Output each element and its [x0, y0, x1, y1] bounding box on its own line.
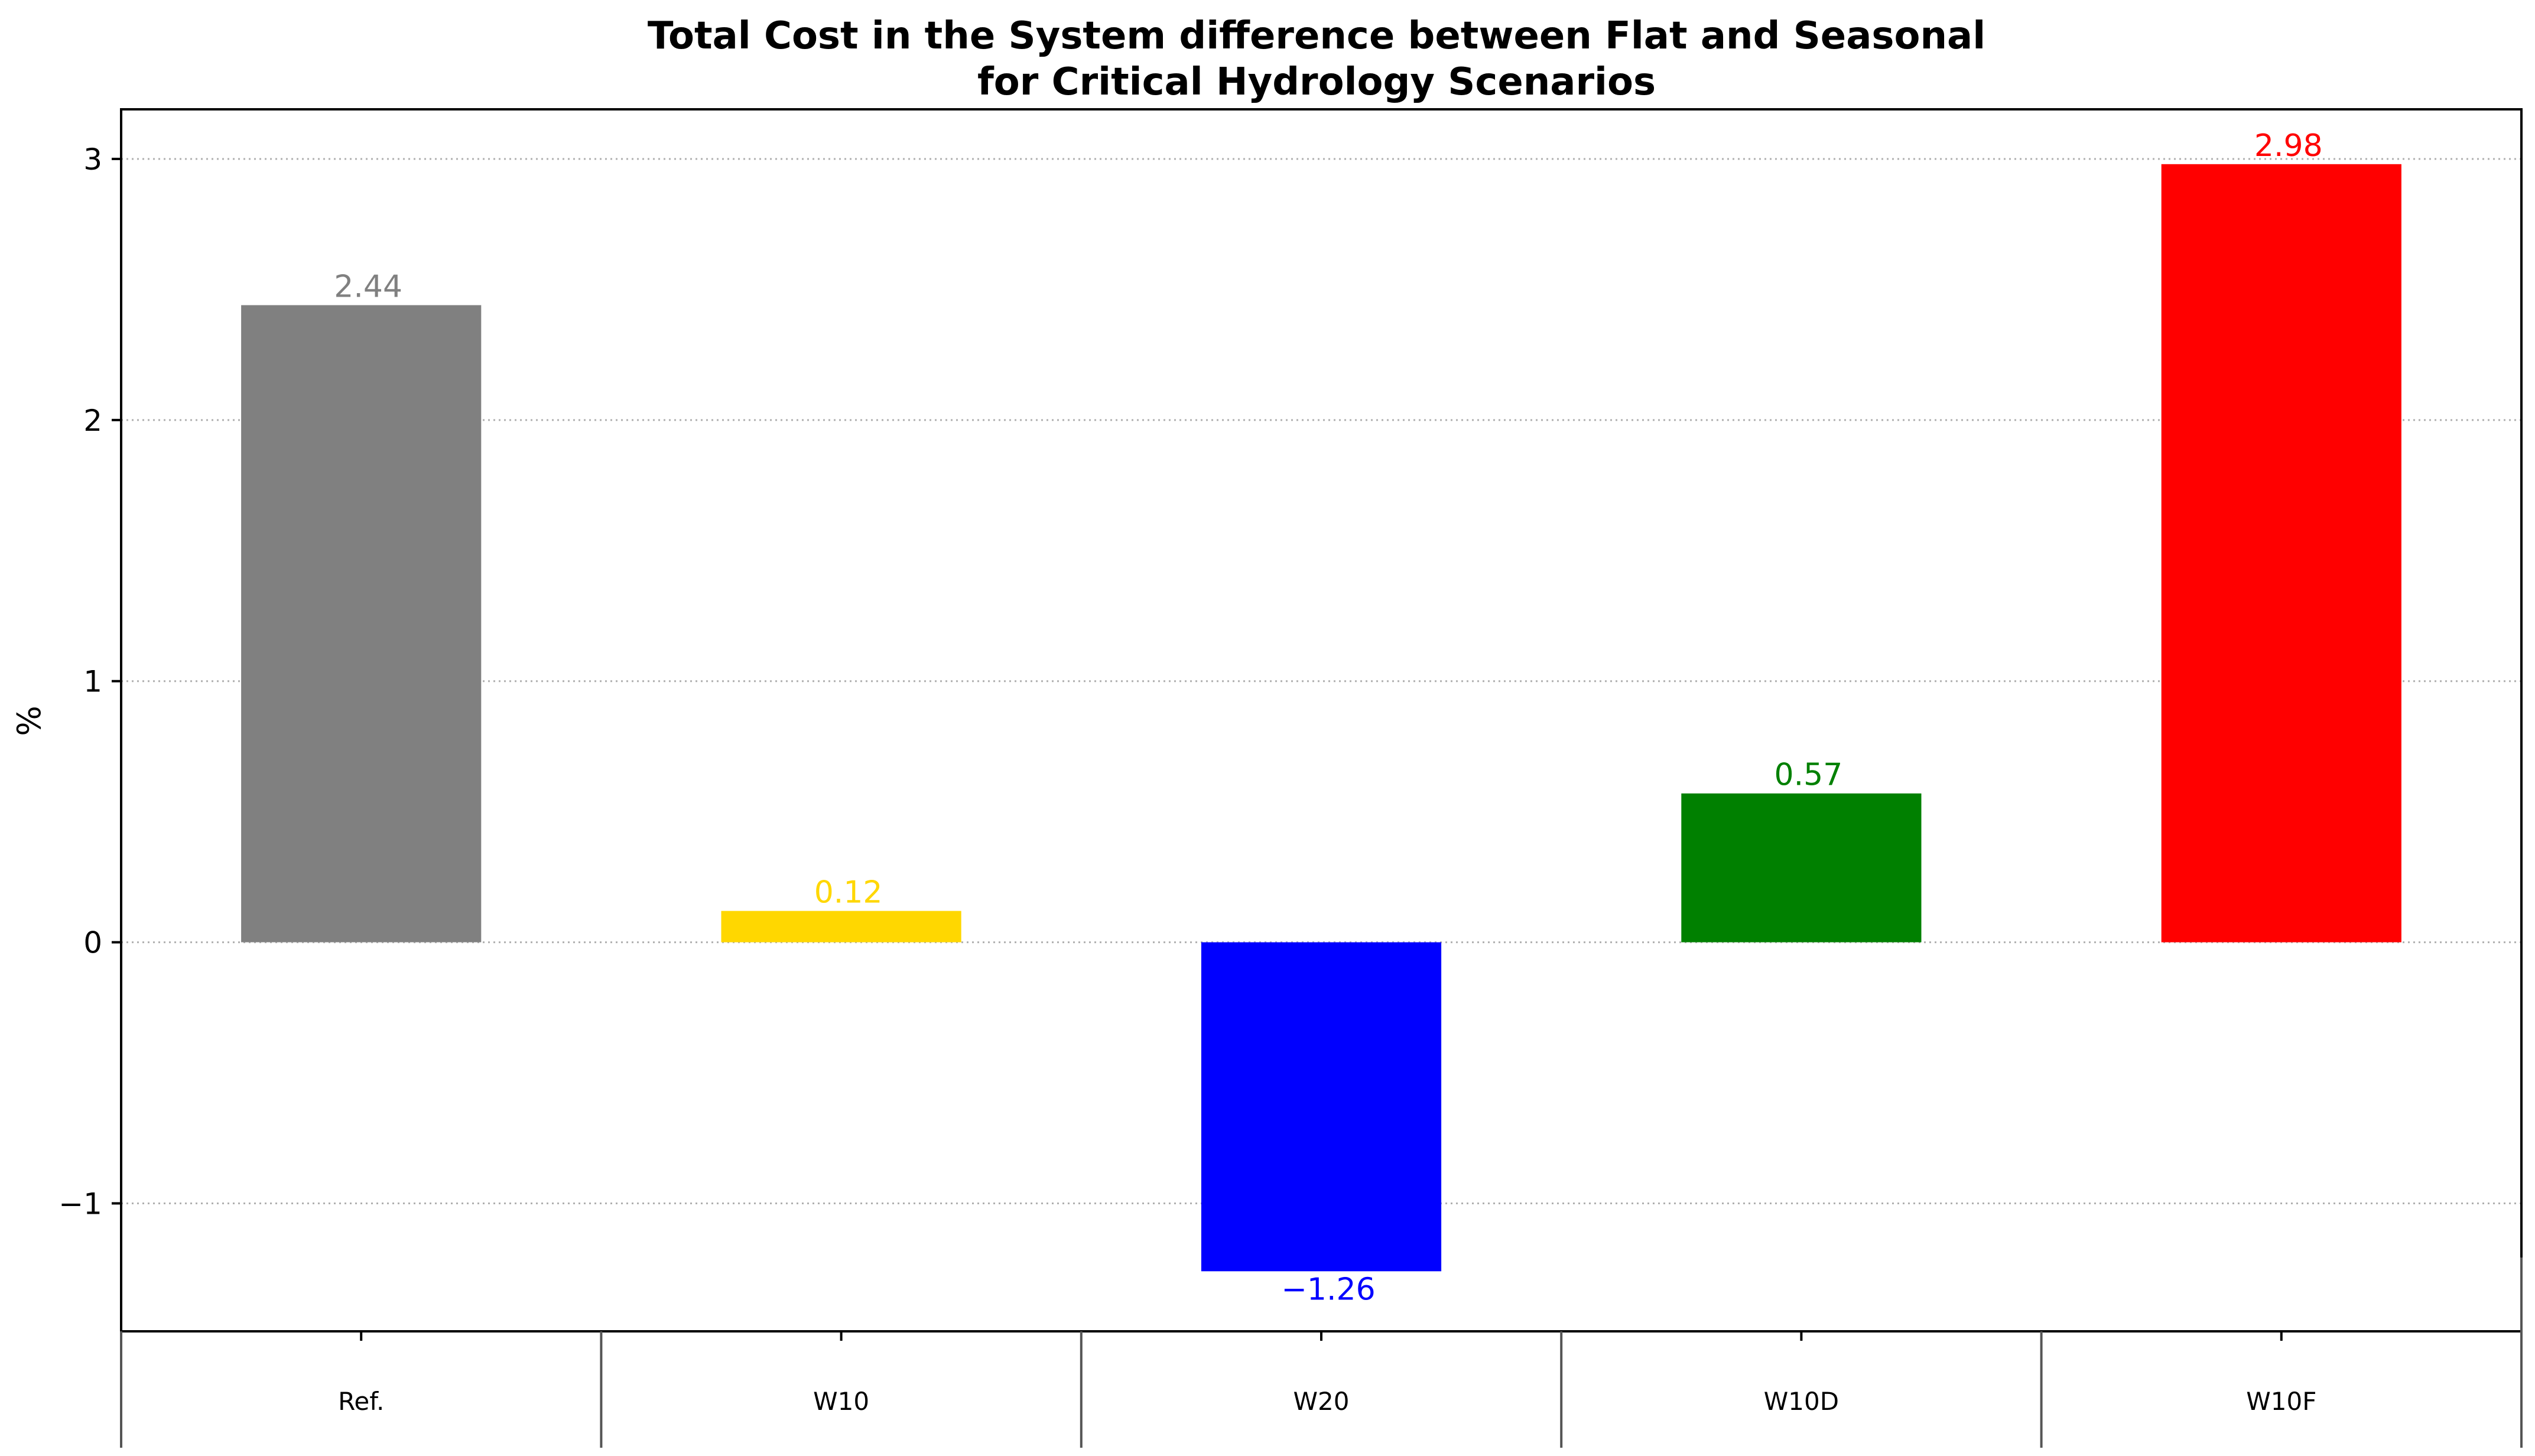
- x-tick-label: W20: [1294, 1387, 1350, 1416]
- x-tick-label: W10F: [2246, 1387, 2316, 1416]
- chart-title: Total Cost in the System difference betw…: [648, 14, 1985, 58]
- y-axis: −1 0 1 2 3: [58, 142, 121, 1221]
- data-label: 0.57: [1774, 758, 1843, 793]
- chart-subtitle: for Critical Hydrology Scenarios: [977, 60, 1656, 104]
- bar-w10: [721, 911, 961, 942]
- data-label: 0.12: [814, 875, 883, 911]
- bar-w10d: [1681, 793, 1922, 942]
- x-tick-label: W10: [813, 1387, 869, 1416]
- bar-ref: [241, 305, 482, 942]
- bar-w20: [1201, 942, 1442, 1272]
- data-label: 2.44: [334, 269, 402, 304]
- y-axis-label: %: [11, 706, 48, 736]
- data-label: 2.98: [2254, 128, 2323, 164]
- data-label: −1.26: [1281, 1272, 1375, 1307]
- y-tick-label: 2: [83, 404, 102, 438]
- y-tick-label: −1: [58, 1187, 102, 1221]
- x-axis: Ref. W10 W20 W10D W10F: [120, 1257, 2523, 1448]
- y-tick-label: 0: [83, 926, 102, 960]
- gridlines: [121, 158, 2521, 1204]
- bars: [241, 164, 2401, 1272]
- bar-w10f: [2161, 164, 2401, 942]
- x-tick-label: W10D: [1764, 1387, 1839, 1416]
- y-tick-label: 3: [83, 142, 102, 177]
- y-tick-label: 1: [83, 665, 102, 699]
- data-labels: 2.44 0.12 −1.26 0.57 2.98: [334, 128, 2322, 1308]
- x-tick-label: Ref.: [338, 1387, 384, 1416]
